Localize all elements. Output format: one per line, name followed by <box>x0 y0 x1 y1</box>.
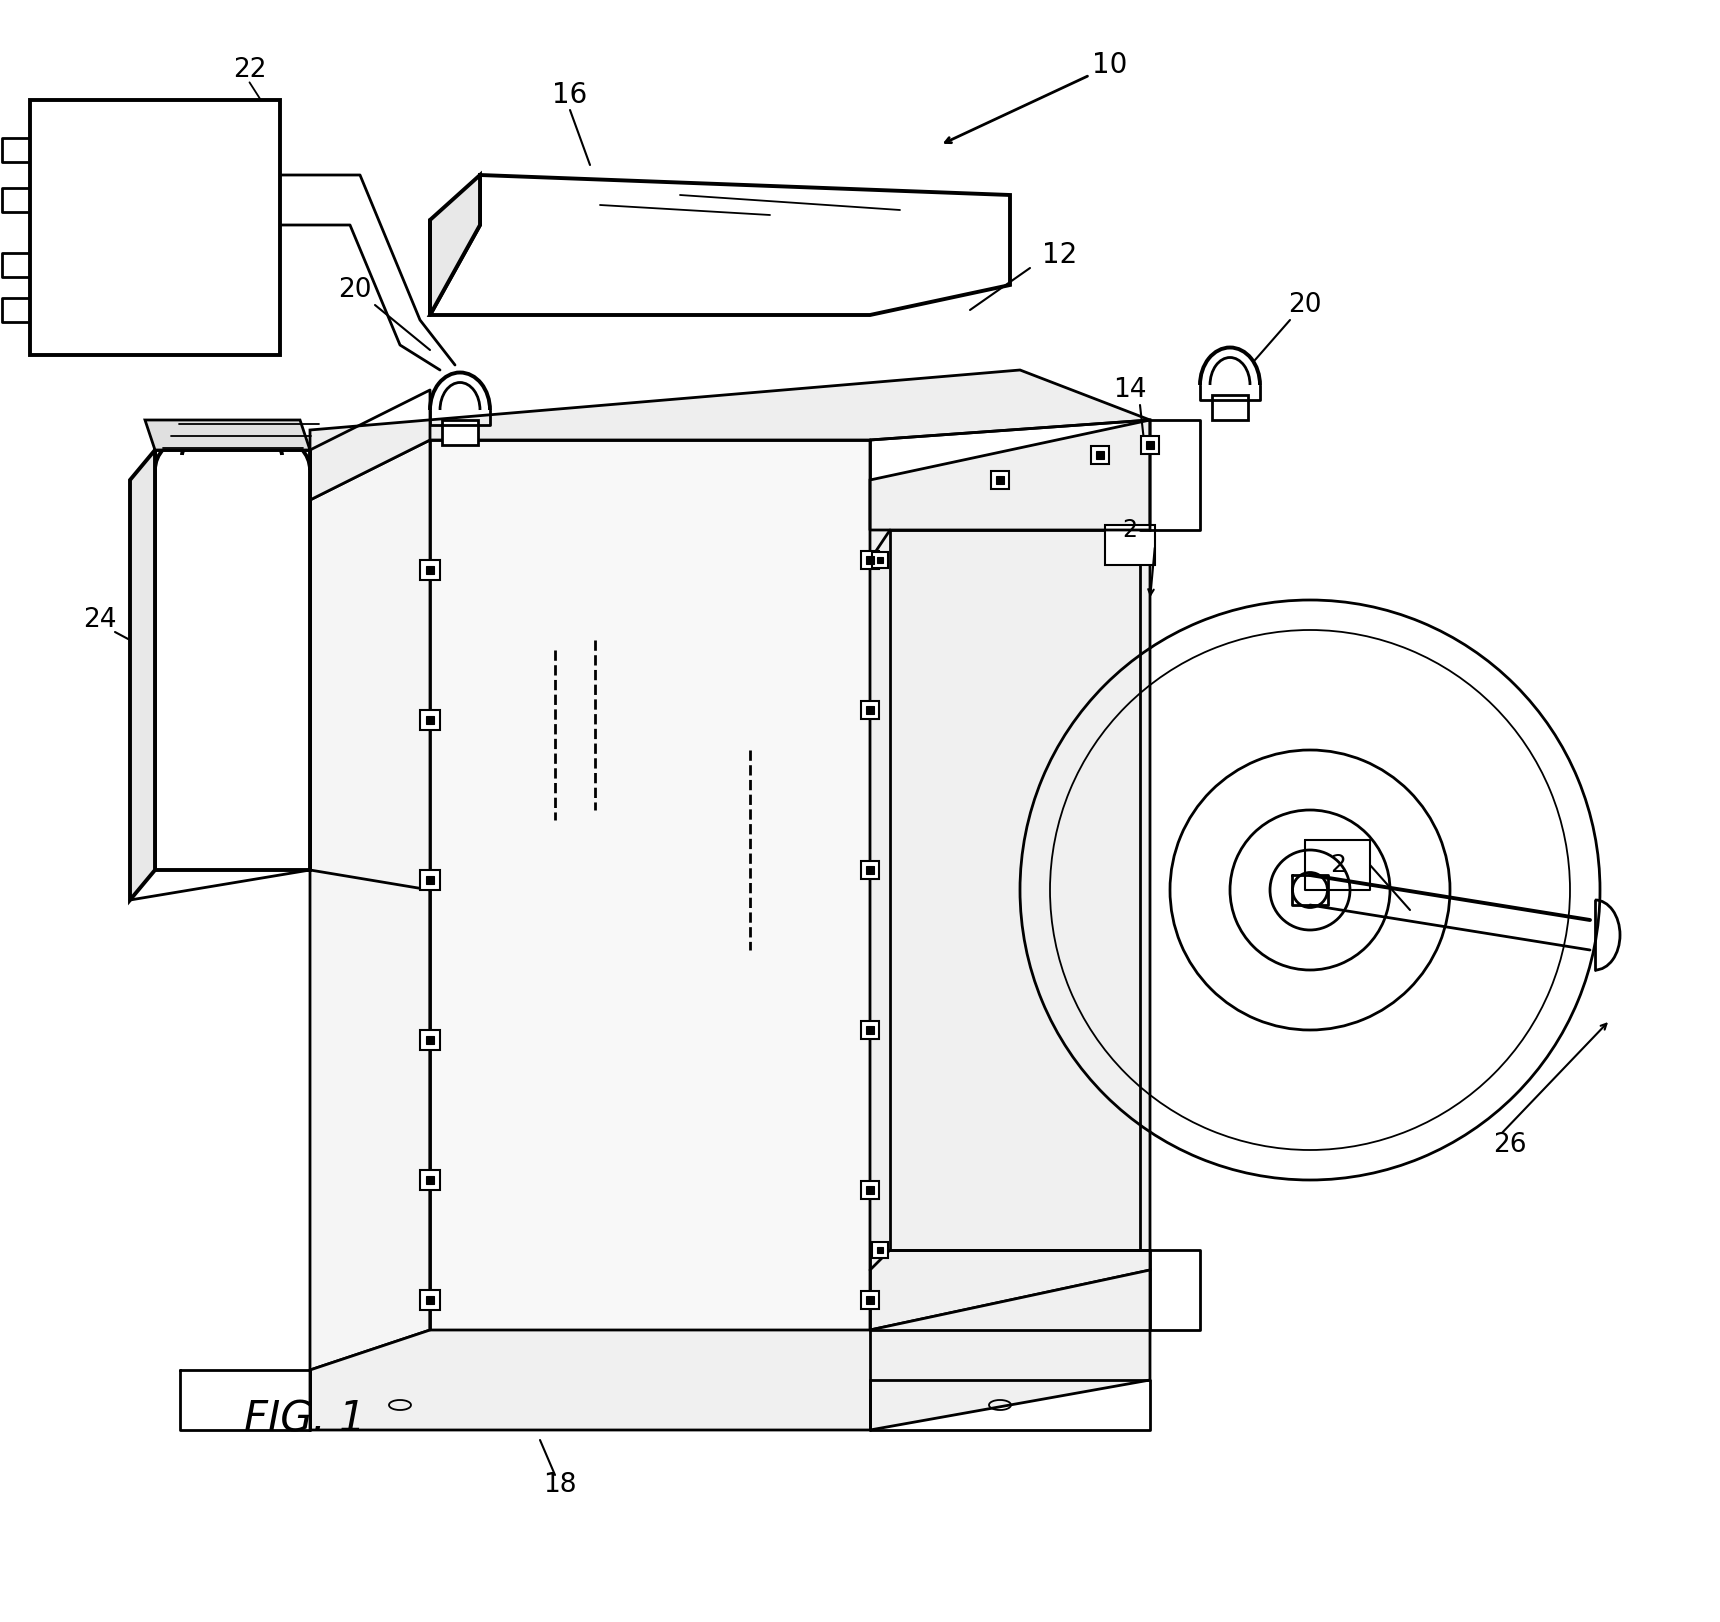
Text: 20: 20 <box>1288 292 1321 318</box>
Polygon shape <box>310 370 1151 500</box>
Bar <box>1147 441 1154 449</box>
Bar <box>867 1296 874 1304</box>
Bar <box>862 1020 879 1040</box>
Text: 26: 26 <box>1493 1132 1527 1158</box>
Bar <box>427 1036 433 1045</box>
Text: 12: 12 <box>1042 242 1078 269</box>
Polygon shape <box>430 175 480 315</box>
Bar <box>1140 436 1159 454</box>
Text: 16: 16 <box>552 81 588 109</box>
Polygon shape <box>442 420 478 444</box>
Polygon shape <box>430 440 870 1330</box>
Bar <box>29 101 280 355</box>
Bar <box>1090 446 1109 464</box>
Text: FIG. 1: FIG. 1 <box>244 1400 366 1440</box>
Bar <box>1104 526 1156 564</box>
Bar <box>420 710 440 730</box>
Bar <box>420 1030 440 1049</box>
Polygon shape <box>430 175 1010 315</box>
Bar <box>427 566 433 574</box>
Bar <box>991 470 1010 488</box>
Bar <box>427 715 433 723</box>
Text: 24: 24 <box>83 607 117 633</box>
Bar <box>867 1027 874 1033</box>
Bar <box>420 869 440 890</box>
Bar <box>872 551 888 568</box>
Polygon shape <box>131 449 155 900</box>
Bar <box>872 1242 888 1259</box>
Bar <box>420 1289 440 1311</box>
Text: 20: 20 <box>339 277 372 303</box>
Polygon shape <box>310 440 430 1371</box>
Text: SOURCE: SOURCE <box>88 256 222 284</box>
Text: 2: 2 <box>1123 517 1137 542</box>
Text: 14: 14 <box>1113 376 1147 402</box>
Text: EXTERNAL: EXTERNAL <box>71 146 239 174</box>
Bar <box>877 556 882 563</box>
Bar <box>420 560 440 581</box>
Bar <box>867 556 874 563</box>
Bar <box>862 701 879 719</box>
Polygon shape <box>310 1270 1151 1431</box>
Text: 22: 22 <box>234 57 267 83</box>
Bar <box>877 1247 882 1254</box>
Bar <box>862 1181 879 1199</box>
Text: POWER: POWER <box>95 201 215 229</box>
Bar <box>862 1291 879 1309</box>
Text: 10: 10 <box>1092 50 1128 79</box>
Polygon shape <box>144 420 310 449</box>
Bar <box>427 876 433 884</box>
Bar <box>867 707 874 714</box>
Bar <box>420 1169 440 1191</box>
Polygon shape <box>155 449 310 869</box>
Bar <box>862 861 879 879</box>
Bar <box>996 477 1003 483</box>
Text: 18: 18 <box>544 1473 576 1499</box>
Bar <box>862 551 879 569</box>
Bar <box>427 1296 433 1304</box>
Bar <box>867 1186 874 1194</box>
Bar <box>427 1176 433 1184</box>
Polygon shape <box>870 420 1151 1330</box>
Bar <box>867 866 874 874</box>
Bar <box>1096 451 1104 459</box>
Polygon shape <box>1213 396 1249 420</box>
Text: 2: 2 <box>1330 853 1347 878</box>
